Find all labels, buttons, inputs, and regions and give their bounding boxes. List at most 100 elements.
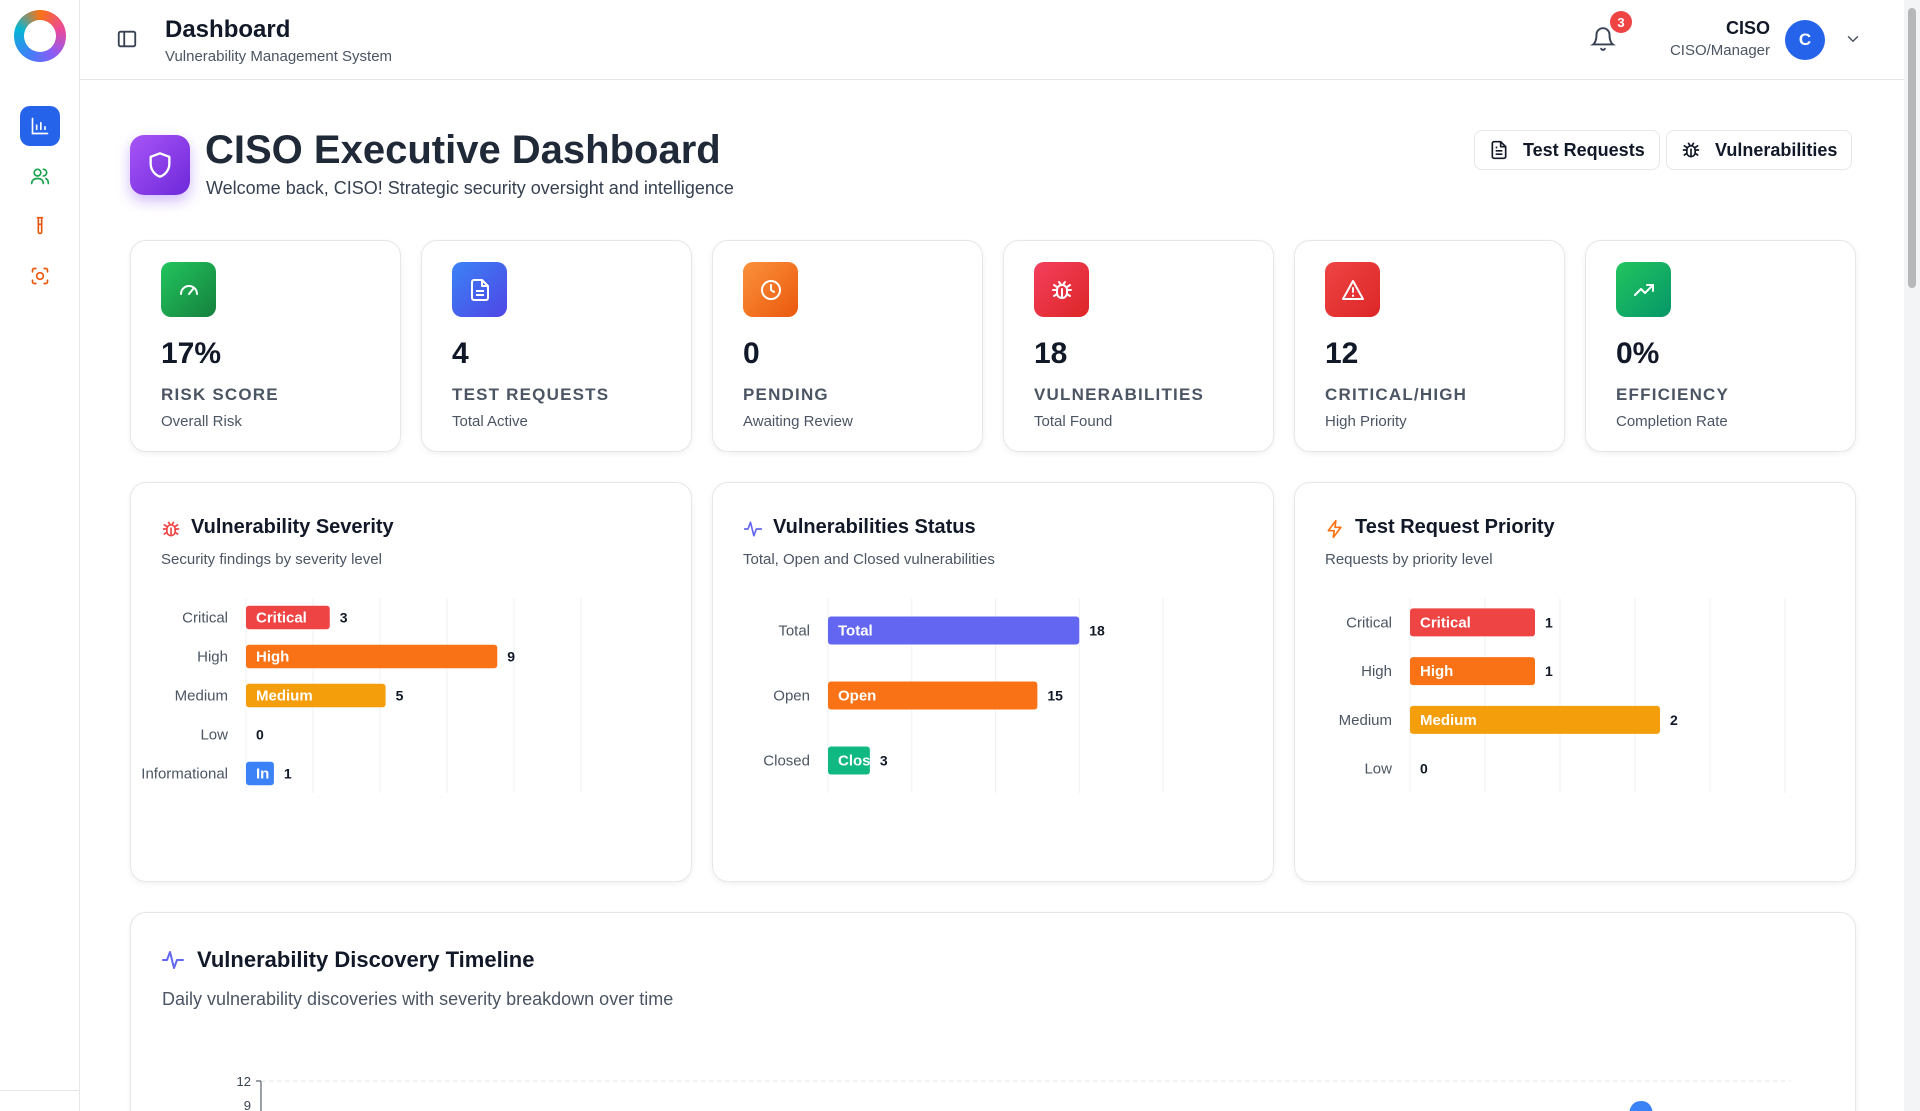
bell-icon[interactable] (1590, 26, 1616, 52)
bug-icon (1034, 262, 1089, 317)
document-icon (1491, 140, 1507, 160)
chart-category-label: Open (773, 688, 810, 705)
stat-card-risk-score: 17% RISK SCORE Overall Risk (130, 240, 401, 452)
chart-subtitle: Security findings by severity level (161, 551, 382, 568)
status-bar-chart: Total Total 18 Open Open 15 Closed Close 3 (763, 598, 1164, 793)
page-scrollbar[interactable] (1904, 0, 1920, 1111)
activity-icon (162, 951, 184, 969)
app-logo[interactable] (14, 10, 66, 62)
stat-sub: Completion Rate (1616, 413, 1728, 430)
sidebar-item-users[interactable] (20, 156, 60, 196)
timeline-subtitle: Daily vulnerability discoveries with sev… (162, 989, 674, 1009)
timeline-title: Vulnerability Discovery Timeline (197, 947, 535, 972)
test-tube-icon (36, 216, 44, 235)
chart-category-label: Critical (1346, 614, 1392, 631)
vulnerabilities-label: Vulnerabilities (1715, 139, 1838, 160)
timeline-chart: 12 9 (237, 1074, 1791, 1111)
chart-category-label: Low (1364, 761, 1392, 778)
stat-label: EFFICIENCY (1616, 385, 1730, 404)
chart-title: Vulnerability Severity (191, 516, 394, 538)
stat-label: TEST REQUESTS (452, 385, 610, 404)
sidebar-item-dashboard[interactable] (20, 106, 60, 146)
chart-bar-label: Medium (1420, 712, 1477, 729)
priority-chart-card: Test Request Priority Requests by priori… (1294, 482, 1856, 882)
stat-value: 0% (1616, 337, 1660, 370)
alert-triangle-icon (1325, 262, 1380, 317)
severity-chart-card: Vulnerability Severity Security findings… (130, 482, 692, 882)
chart-bar (246, 605, 330, 630)
activity-icon (743, 521, 763, 537)
timeline-y-tick-label: 9 (244, 1098, 251, 1111)
stat-value: 0 (743, 337, 760, 370)
chart-bar-label: Open (838, 688, 876, 705)
chart-bar-label: High (1420, 663, 1453, 680)
timeline-y-tick-label: 12 (237, 1074, 251, 1089)
page-subtitle: Welcome back, CISO! Strategic security o… (206, 178, 734, 198)
stat-sub: Total Active (452, 413, 528, 430)
stat-label: VULNERABILITIES (1034, 385, 1205, 404)
chart-data-label: 2 (1670, 712, 1678, 728)
stat-value: 18 (1034, 337, 1068, 370)
stat-value: 12 (1325, 337, 1359, 370)
chart-data-label: 5 (396, 688, 404, 704)
chart-data-label: 0 (1420, 761, 1428, 777)
chart-bar-label: Medium (256, 688, 313, 705)
scrollbar-thumb[interactable] (1908, 8, 1916, 288)
chart-data-label: 9 (507, 649, 515, 665)
vulnerabilities-button[interactable]: Vulnerabilities (1666, 130, 1853, 170)
chart-category-label: Informational (141, 766, 228, 783)
chart-bar-label: Critical (256, 610, 307, 627)
notification-badge: 3 (1610, 11, 1632, 33)
shield-icon (130, 135, 190, 195)
chart-bar (828, 681, 1038, 710)
header-subtitle: Vulnerability Management System (165, 48, 393, 65)
sidebar-divider (0, 1090, 80, 1091)
stat-card-efficiency: 0% EFFICIENCY Completion Rate (1585, 240, 1856, 452)
chart-bar (246, 644, 498, 669)
avatar[interactable]: C (1785, 20, 1825, 60)
user-name: CISO (1725, 18, 1770, 38)
chevron-down-icon[interactable] (1844, 30, 1862, 48)
chart-subtitle: Total, Open and Closed vulnerabilities (743, 551, 995, 568)
chart-bar (828, 616, 1080, 645)
panel-toggle-icon[interactable] (116, 28, 138, 50)
stat-label: CRITICAL/HIGH (1325, 385, 1468, 404)
stat-sub: Awaiting Review (743, 413, 853, 430)
stat-card-test-requests: 4 TEST REQUESTS Total Active (421, 240, 692, 452)
users-icon (30, 168, 50, 185)
chart-category-label: Medium (175, 688, 228, 705)
stat-sub: High Priority (1325, 413, 1407, 430)
chart-data-label: 1 (284, 766, 292, 782)
chart-bar-label: High (256, 649, 289, 666)
stat-sub: Total Found (1034, 413, 1113, 430)
bug-icon (162, 521, 180, 537)
timeline-peak-marker (1629, 1101, 1653, 1111)
page-title: CISO Executive Dashboard (205, 128, 721, 172)
chart-category-label: Total (778, 623, 810, 640)
chart-bar (246, 761, 274, 786)
chart-data-label: 1 (1545, 614, 1553, 630)
user-role: CISO/Manager (1669, 42, 1770, 59)
chart-category-label: Critical (182, 610, 228, 627)
chart-bar (828, 746, 870, 775)
trending-up-icon (1616, 262, 1671, 317)
stat-label: PENDING (743, 385, 829, 404)
priority-bar-chart: Critical Critical 1 High High 1 Medium Medium 2 L… (1339, 598, 1786, 793)
stat-card-pending: 0 PENDING Awaiting Review (712, 240, 983, 452)
stat-sub: Overall Risk (161, 413, 242, 430)
test-requests-label: Test Requests (1523, 139, 1645, 160)
top-header: Dashboard Vulnerability Management Syste… (80, 0, 1904, 80)
chart-title: Test Request Priority (1355, 516, 1555, 538)
stat-value: 4 (452, 337, 469, 370)
chart-bar (246, 683, 386, 708)
test-requests-button[interactable]: Test Requests (1474, 130, 1660, 170)
chart-title: Vulnerabilities Status (773, 516, 976, 538)
chart-data-label: 15 (1047, 688, 1063, 704)
chart-bar-label: Close (838, 753, 879, 770)
chart-bar-label: Total (838, 623, 873, 640)
chart-data-label: 3 (880, 753, 888, 769)
stat-value: 17% (161, 337, 222, 370)
sidebar-item-tests[interactable] (20, 206, 60, 246)
sidebar-item-scans[interactable] (20, 256, 60, 296)
chart-data-label: 18 (1089, 623, 1105, 639)
